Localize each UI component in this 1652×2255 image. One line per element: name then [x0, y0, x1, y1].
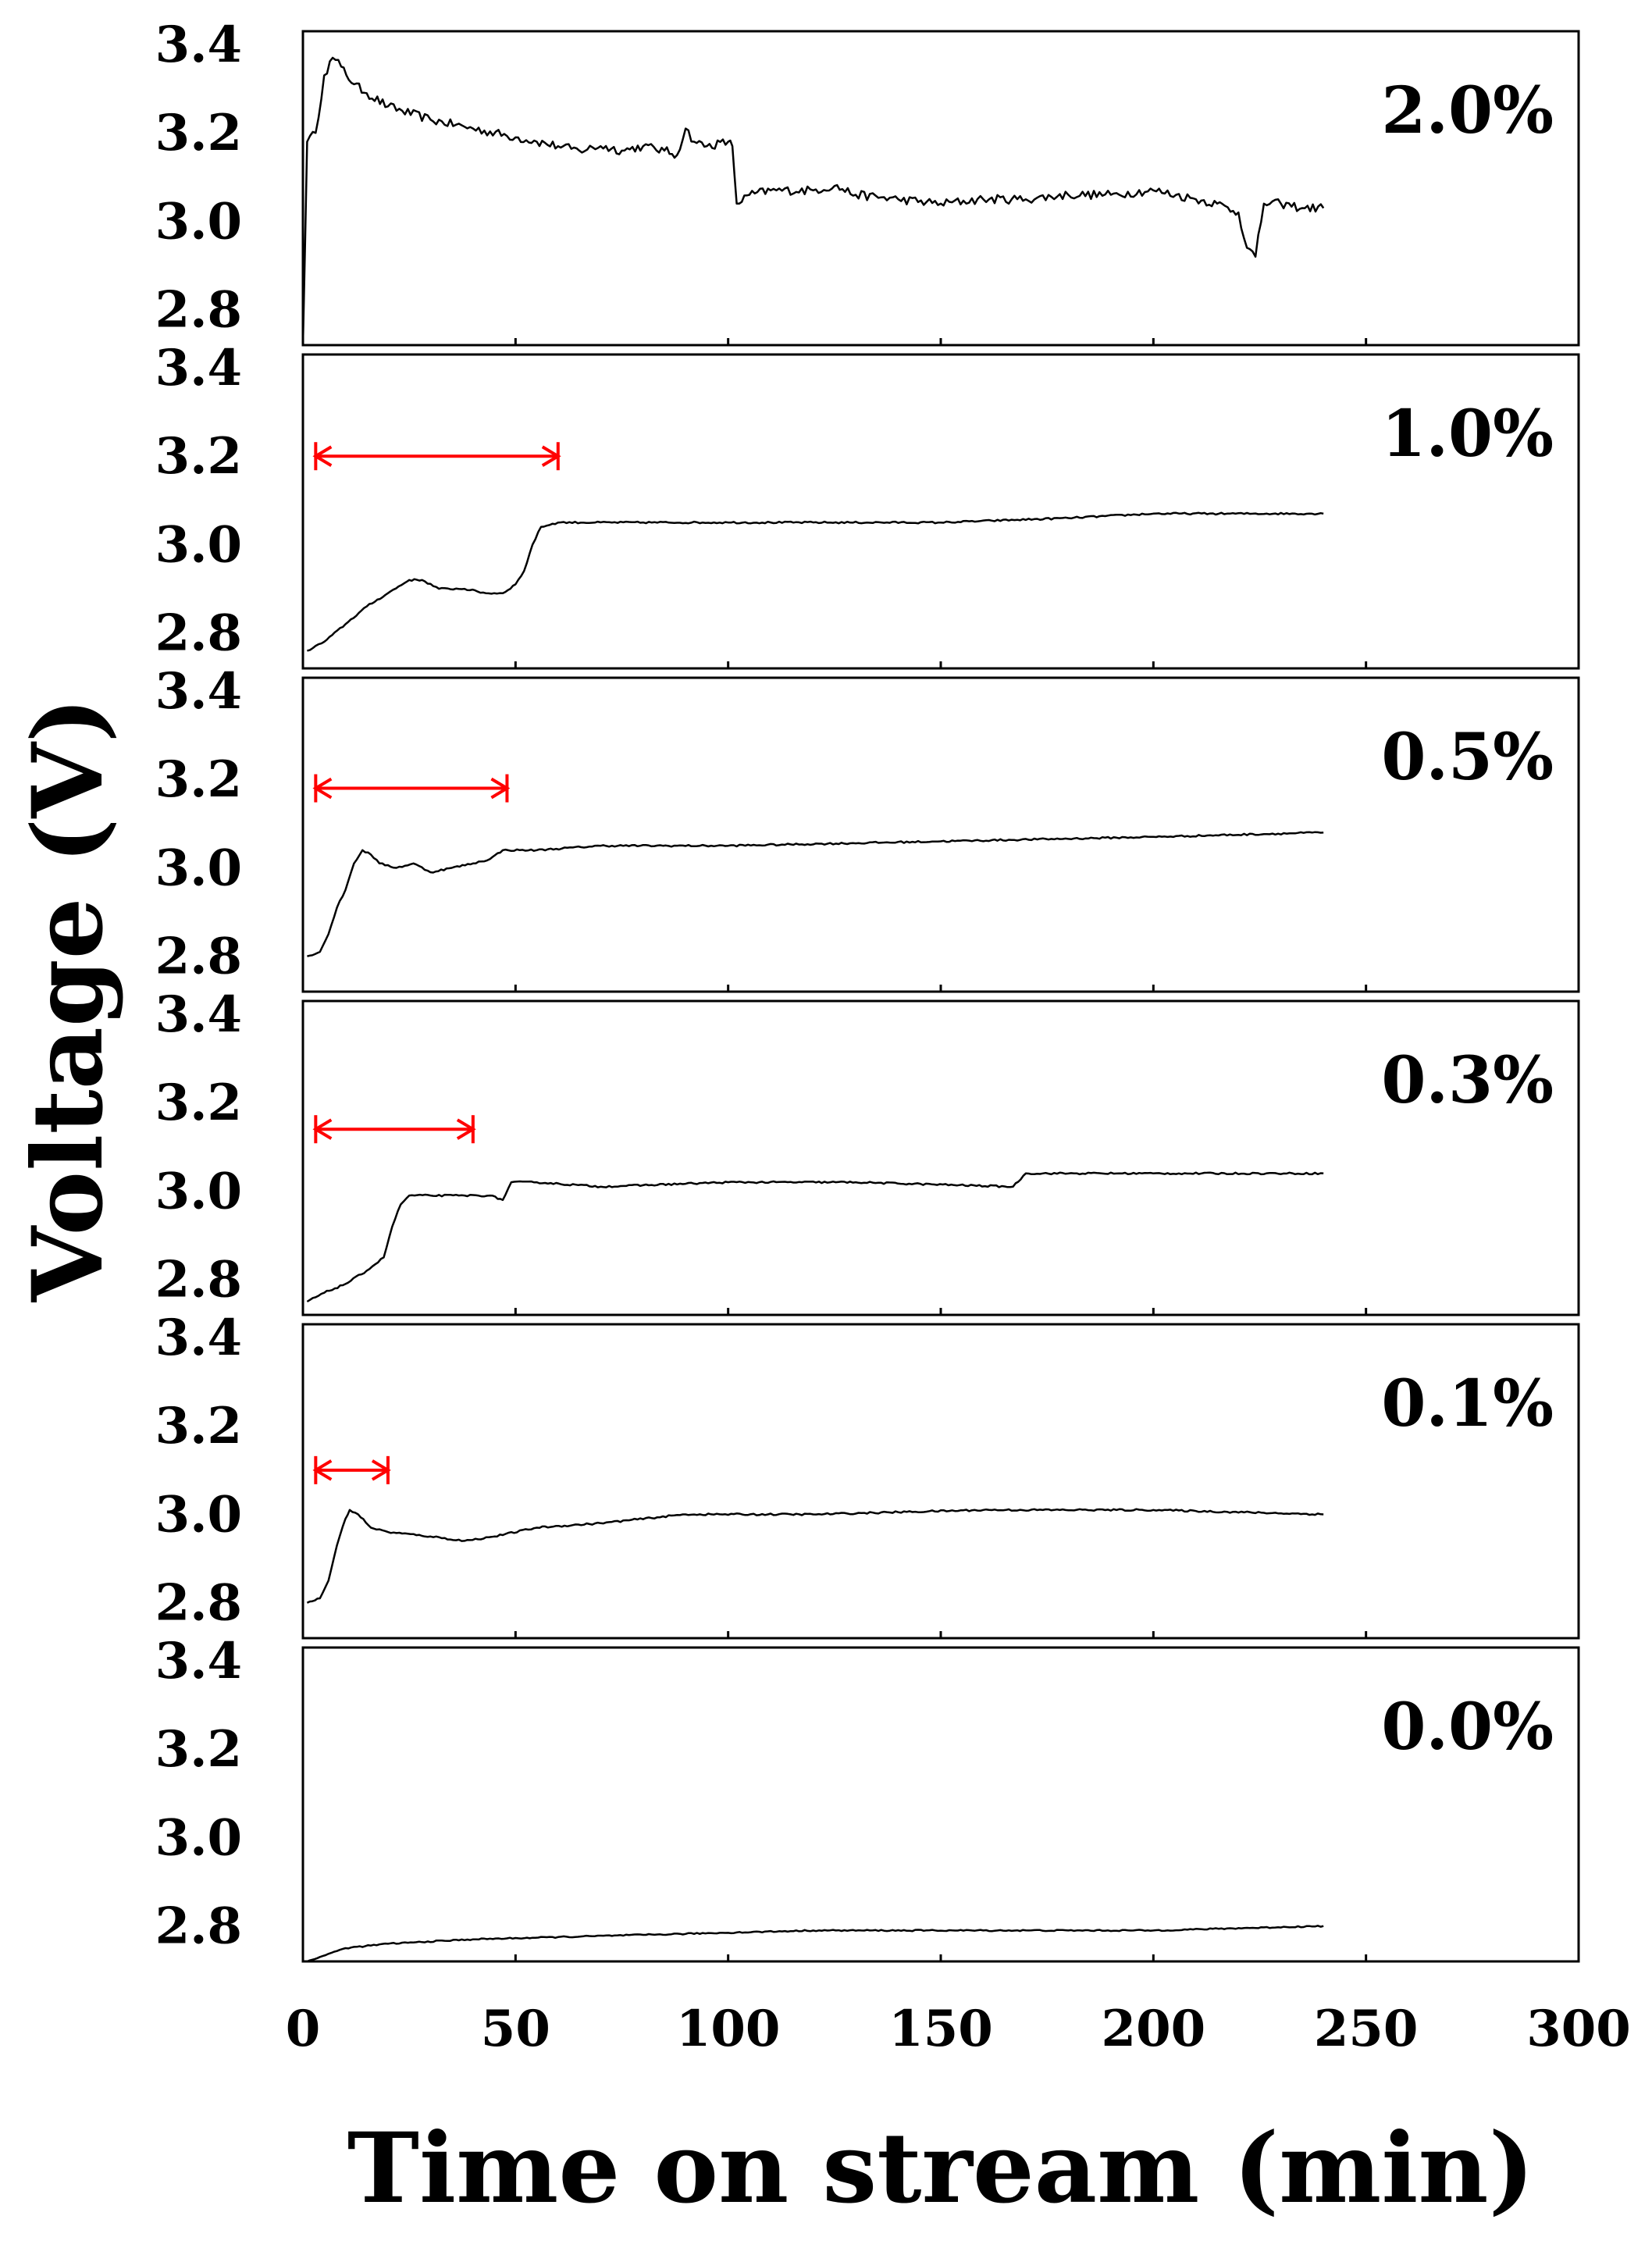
y-axis-title: Voltage (V) — [12, 697, 125, 1303]
y-tick-label: 3.0 — [155, 515, 242, 574]
y-tick-label: 3.2 — [155, 1720, 242, 1779]
x-axis-title: Time on stream (min) — [347, 2112, 1535, 2225]
y-tick-label: 2.8 — [155, 928, 242, 986]
panel-label: 0.0% — [1381, 1690, 1554, 1765]
y-tick-label: 3.2 — [155, 1397, 242, 1455]
y-tick-label: 3.0 — [155, 1808, 242, 1867]
y-tick-label: 3.4 — [155, 16, 242, 74]
voltage-series-line — [307, 831, 1324, 957]
y-tick-label: 3.4 — [155, 1632, 242, 1690]
voltage-series-line — [307, 511, 1324, 652]
y-tick-label: 3.0 — [155, 1485, 242, 1544]
voltage-series-line — [301, 56, 1325, 346]
voltage-series-line — [306, 1925, 1324, 1963]
panel-label: 2.0% — [1381, 73, 1554, 148]
y-tick-label: 3.2 — [155, 104, 242, 162]
panel-5: 2.8 3.0 3.2 3.4 0.0% — [155, 1632, 1580, 1963]
y-tick-label: 3.0 — [155, 192, 242, 251]
y-tick-label: 2.8 — [155, 1574, 242, 1633]
y-tick-label: 3.2 — [155, 427, 242, 486]
time-span-arrow — [312, 442, 561, 471]
y-tick-label: 3.0 — [155, 839, 242, 897]
y-tick-label: 3.2 — [155, 1074, 242, 1132]
x-tick-label: 250 — [1314, 2000, 1419, 2058]
y-tick-label: 2.8 — [155, 1897, 242, 1956]
x-tick-label: 100 — [676, 2000, 781, 2058]
panel-label: 0.3% — [1381, 1043, 1554, 1118]
panel-4: 2.8 3.0 3.2 3.4 0.1% — [155, 1309, 1580, 1640]
x-tick-label: 300 — [1526, 2000, 1631, 2058]
y-tick-label: 2.8 — [155, 281, 242, 340]
y-tick-label: 3.4 — [155, 985, 242, 1044]
y-tick-label: 3.4 — [155, 339, 242, 397]
x-tick-label: 50 — [481, 2000, 550, 2058]
time-span-arrow — [312, 1115, 476, 1144]
y-tick-label: 3.0 — [155, 1162, 242, 1220]
x-axis-tick-labels: 0 50 100 150 200 250 300 — [286, 2000, 1631, 2058]
y-tick-label: 3.2 — [155, 750, 242, 809]
y-tick-label: 2.8 — [155, 1251, 242, 1309]
panel-label: 1.0% — [1381, 397, 1554, 472]
panel-1: 2.8 3.0 3.2 3.4 1.0% — [155, 339, 1580, 670]
time-span-arrow — [312, 774, 511, 803]
panel-2: 2.8 3.0 3.2 3.4 0.5% — [155, 662, 1580, 993]
y-tick-label: 3.4 — [155, 1309, 242, 1367]
x-tick-label: 150 — [888, 2000, 993, 2058]
x-tick-label: 200 — [1102, 2000, 1206, 2058]
x-tick-label: 0 — [286, 2000, 321, 2058]
y-tick-label: 3.4 — [155, 662, 242, 721]
panel-0: 2.8 3.0 3.2 3.4 2.0% — [155, 16, 1580, 347]
y-tick-label: 2.8 — [155, 604, 242, 663]
time-span-arrow — [312, 1455, 391, 1484]
panel-label: 0.5% — [1381, 720, 1554, 795]
panel-3: 2.8 3.0 3.2 3.4 0.3% — [155, 985, 1580, 1316]
voltage-series-line — [306, 1508, 1324, 1604]
voltage-series-line — [306, 1171, 1324, 1303]
panel-label: 0.1% — [1381, 1366, 1554, 1441]
chart-panels: 2.8 3.0 3.2 3.4 2.0% 2.8 3.0 3.2 3.4 1.0% 2.8 3.0 3.… — [155, 16, 1580, 1963]
